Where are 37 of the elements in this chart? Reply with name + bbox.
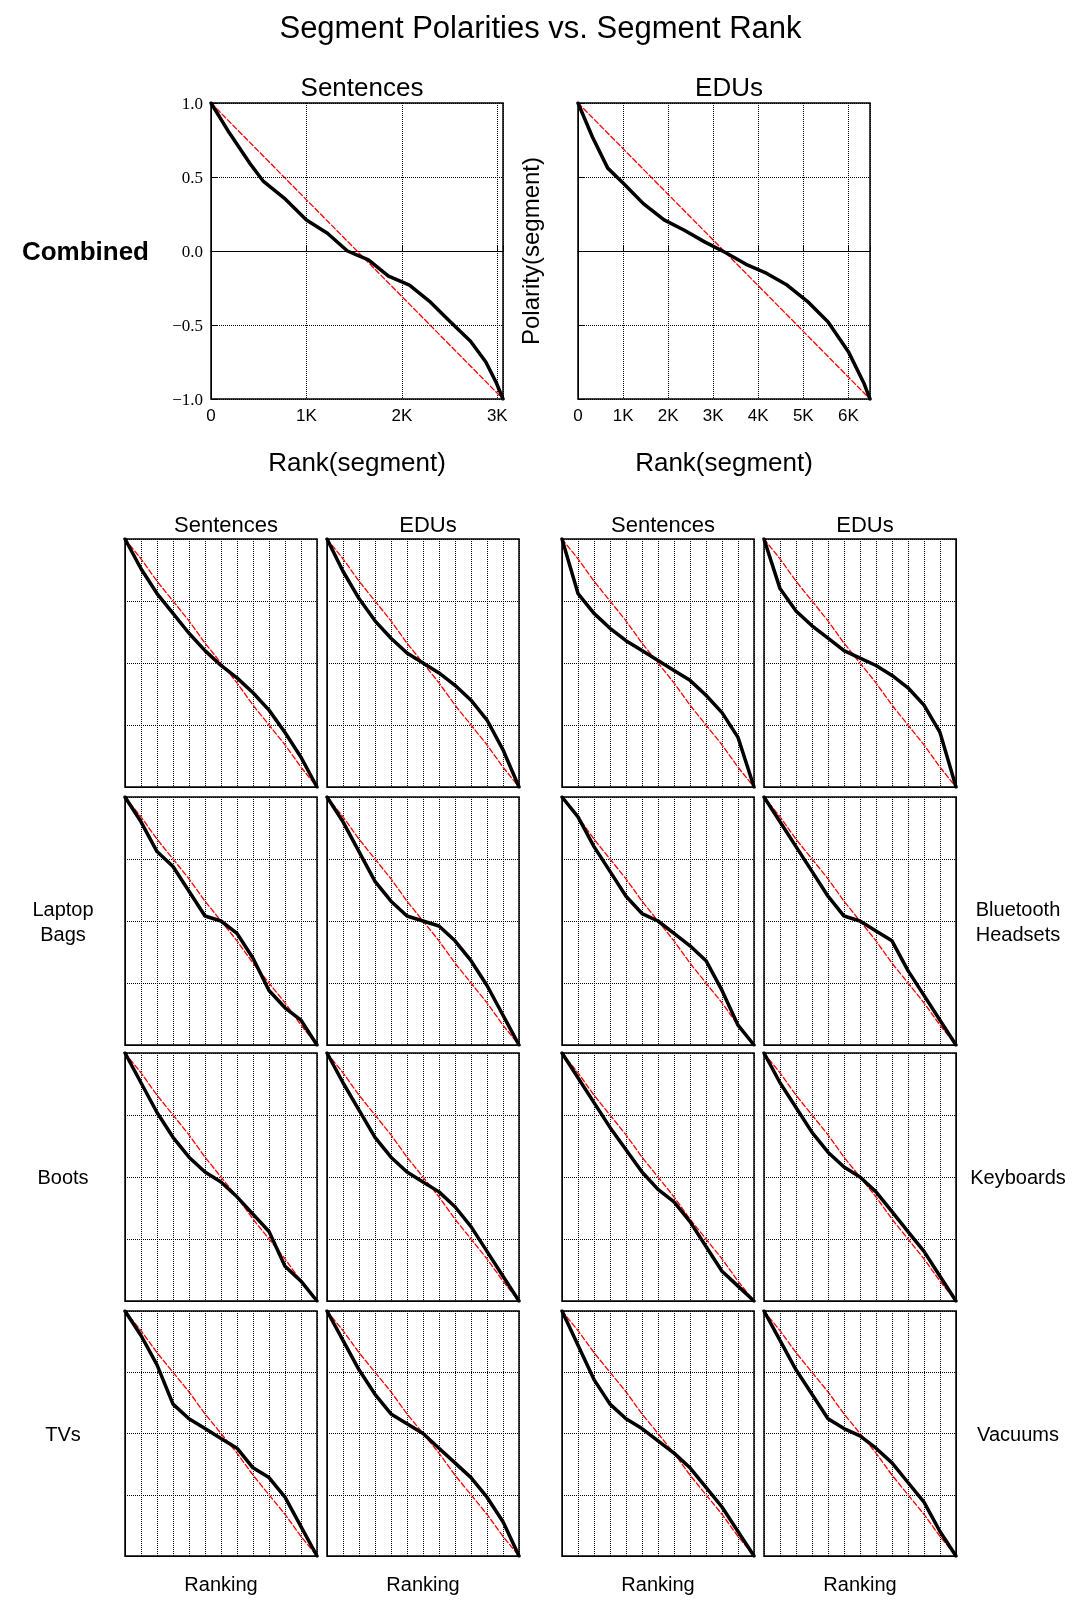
x-tick-label: 6K	[837, 406, 860, 425]
x-tick-label: 0	[206, 406, 216, 425]
x-axis-title: Ranking	[621, 1573, 695, 1595]
y-axis-title: Keyboards	[970, 1166, 1066, 1188]
chart-title: EDUs	[836, 511, 894, 537]
chart-title: EDUs	[695, 72, 763, 102]
x-tick-label: 0	[573, 406, 583, 425]
y-tick-label: 0.5	[181, 167, 203, 187]
y-tick-label: 0.0	[181, 241, 203, 261]
x-tick-label: 4K	[747, 406, 770, 425]
x-axis-title: Rank(segment)	[635, 447, 813, 477]
x-axis-title: Ranking	[386, 1573, 460, 1595]
y-axis-title: Laptop Bags	[32, 897, 94, 945]
text: Segment Polarities vs. Segment Rank	[278, 10, 803, 46]
y-axis-title: Boots	[37, 1166, 89, 1188]
y-axis-title: Bluetooth Headsets	[975, 897, 1061, 945]
x-tick-label: 1K	[612, 406, 635, 425]
y-tick-label: 1.0	[181, 93, 203, 113]
x-tick-label: 3K	[486, 406, 509, 425]
x-tick-label: 2K	[657, 406, 680, 425]
x-tick-label: 3K	[702, 406, 725, 425]
y-tick-label: −1.0	[172, 389, 203, 409]
y-tick-label: −0.5	[172, 315, 203, 335]
y-axis-title: Vacuums	[977, 1422, 1059, 1445]
x-axis-title: Rank(segment)	[268, 447, 446, 477]
chart-title: Sentences	[174, 511, 278, 537]
x-tick-label: 1K	[296, 406, 318, 425]
x-tick-label: 5K	[792, 406, 815, 425]
chart-title: EDUs	[399, 511, 457, 537]
y-axis-title: Combined	[21, 236, 149, 266]
chart-title: Sentences	[300, 72, 424, 102]
y-axis-title: Polarity(segment)	[516, 156, 544, 346]
x-axis-title: Ranking	[184, 1573, 258, 1595]
y-axis-title: TVs	[45, 1422, 81, 1445]
chart-title: Sentences	[611, 511, 715, 537]
x-tick-label: 2K	[391, 406, 413, 425]
x-axis-title: Ranking	[823, 1573, 897, 1595]
